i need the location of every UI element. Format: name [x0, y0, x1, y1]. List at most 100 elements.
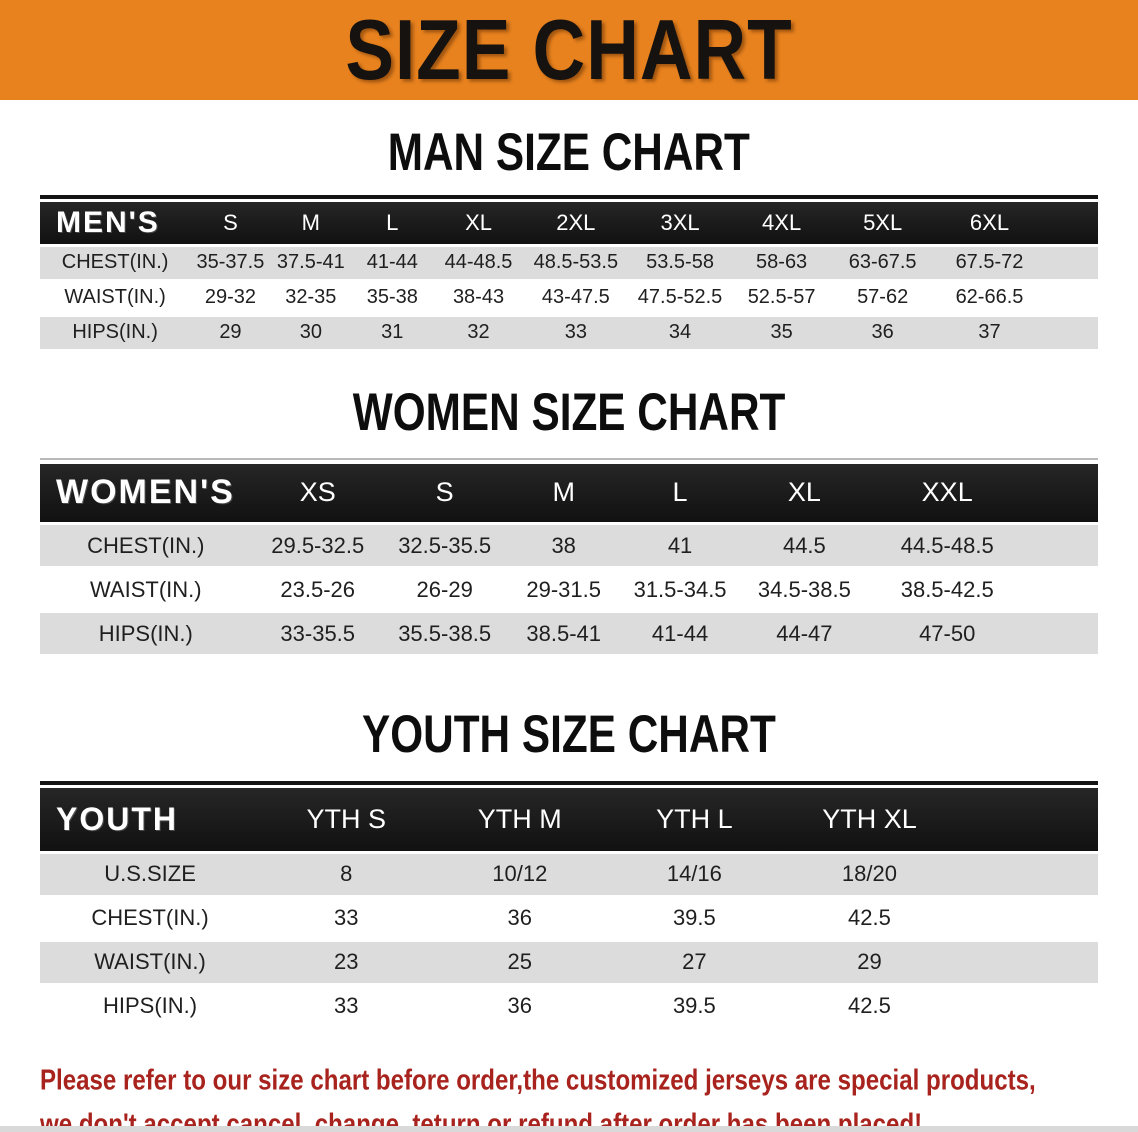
spacer-cell: [1023, 567, 1098, 613]
cell: 32-35: [270, 280, 352, 317]
youth-size-s: YTH S: [260, 788, 433, 854]
youth-size-xl: YTH XL: [781, 788, 958, 854]
disclaimer-line-1: Please refer to our size chart before or…: [40, 1062, 1036, 1096]
row-label: HIPS(IN.): [40, 315, 191, 352]
cell: 33: [260, 896, 433, 942]
cell: 29: [781, 940, 958, 986]
cell: 41: [621, 523, 739, 569]
women-corner-label: WOMEN'S: [40, 463, 252, 525]
cell: 23.5-26: [251, 567, 384, 613]
men-size-2xl: 2XL: [523, 202, 629, 247]
women-size-xl: XL: [738, 463, 871, 525]
women-size-m: M: [505, 463, 622, 525]
cell: 38.5-41: [505, 611, 622, 657]
women-size-l: L: [621, 463, 739, 525]
women-hips-row: HIPS(IN.) 33-35.5 35.5-38.5 38.5-41 41-4…: [40, 611, 1098, 657]
cell: 37: [933, 315, 1046, 352]
youth-section: YOUTH SIZE CHART YOUTH YTH S YTH M YTH L…: [0, 704, 1138, 1030]
youth-waist-row: WAIST(IN.) 23 25 27 29: [40, 940, 1098, 986]
cell: 38: [505, 523, 622, 569]
cell: 41-44: [621, 611, 739, 657]
cell: 33: [260, 984, 433, 1030]
cell: 36: [432, 896, 608, 942]
cell: 35-37.5: [190, 245, 271, 282]
women-waist-row: WAIST(IN.) 23.5-26 26-29 29-31.5 31.5-34…: [40, 567, 1098, 613]
youth-section-heading-text: YOUTH SIZE CHART: [362, 704, 776, 764]
cell: 38.5-42.5: [870, 567, 1024, 613]
cell: 44.5: [738, 523, 871, 569]
men-size-5xl: 5XL: [831, 202, 934, 247]
women-section-heading: WOMEN SIZE CHART: [0, 382, 1138, 441]
cell: 44-47: [738, 611, 871, 657]
row-label: CHEST(IN.): [40, 896, 261, 942]
men-waist-row: WAIST(IN.) 29-32 32-35 35-38 38-43 43-47…: [40, 280, 1098, 317]
cell: 42.5: [781, 984, 958, 1030]
cell: 34.5-38.5: [738, 567, 871, 613]
cell: 25: [432, 940, 608, 986]
spacer-cell: [957, 940, 1098, 986]
cell: 33-35.5: [251, 611, 384, 657]
youth-section-heading: YOUTH SIZE CHART: [0, 704, 1138, 763]
men-size-4xl: 4XL: [731, 202, 832, 247]
cell: 18/20: [781, 852, 958, 898]
spacer-cell: [1045, 202, 1098, 247]
cell: 26-29: [383, 567, 506, 613]
cell: 62-66.5: [933, 280, 1046, 317]
youth-table-topline: [40, 781, 1098, 785]
youth-corner-label: YOUTH: [40, 788, 261, 854]
cell: 30: [270, 315, 352, 352]
row-label: WAIST(IN.): [40, 940, 261, 986]
cell: 29.5-32.5: [251, 523, 384, 569]
spacer-cell: [1023, 523, 1098, 569]
men-size-table: MEN'S S M L XL 2XL 3XL 4XL 5XL 6XL: [40, 195, 1098, 352]
row-label: CHEST(IN.): [40, 245, 191, 282]
cell: 29: [190, 315, 271, 352]
women-size-table: WOMEN'S XS S M L XL XXL CHEST(IN.) 29.5-…: [40, 457, 1098, 657]
men-hips-row: HIPS(IN.) 29 30 31 32 33 34 35 36 37: [40, 315, 1098, 352]
men-size-s: S: [190, 202, 271, 247]
spacer-cell: [957, 852, 1098, 898]
women-table-topline: [40, 457, 1098, 460]
cell: 34: [628, 315, 732, 352]
spacer-cell: [1045, 245, 1098, 282]
cell: 39.5: [607, 984, 782, 1030]
cell: 8: [260, 852, 433, 898]
men-section-heading-text: MAN SIZE CHART: [387, 122, 751, 182]
men-header-row: MEN'S S M L XL 2XL 3XL 4XL 5XL 6XL: [40, 202, 1098, 247]
cell: 31.5-34.5: [621, 567, 739, 613]
men-table-topline: [40, 195, 1098, 199]
youth-ussize-row: U.S.SIZE 8 10/12 14/16 18/20: [40, 852, 1098, 898]
youth-size-table: YOUTH YTH S YTH M YTH L YTH XL U.S.SIZE …: [40, 781, 1098, 1030]
cell: 31: [351, 315, 434, 352]
cell: 36: [432, 984, 608, 1030]
cell: 42.5: [781, 896, 958, 942]
cell: 48.5-53.5: [523, 245, 629, 282]
cell: 35: [731, 315, 832, 352]
youth-chest-row: CHEST(IN.) 33 36 39.5 42.5: [40, 896, 1098, 942]
cell: 57-62: [831, 280, 934, 317]
men-size-6xl: 6XL: [933, 202, 1046, 247]
women-size-s: S: [383, 463, 506, 525]
cell: 32.5-35.5: [383, 523, 506, 569]
cell: 52.5-57: [731, 280, 832, 317]
spacer-cell: [1045, 315, 1098, 352]
spacer-cell: [1045, 280, 1098, 317]
youth-header-row: YOUTH YTH S YTH M YTH L YTH XL: [40, 788, 1098, 854]
row-label: HIPS(IN.): [40, 984, 261, 1030]
cell: 35-38: [351, 280, 434, 317]
bottom-edge-strip: [0, 1126, 1138, 1132]
women-header-row: WOMEN'S XS S M L XL XXL: [40, 463, 1098, 525]
row-label: U.S.SIZE: [40, 852, 261, 898]
men-section: MAN SIZE CHART MEN'S S M L XL 2XL: [0, 122, 1138, 352]
cell: 32: [433, 315, 524, 352]
cell: 44.5-48.5: [870, 523, 1024, 569]
disclaimer: Please refer to our size chart before or…: [40, 1058, 1138, 1132]
women-section-heading-text: WOMEN SIZE CHART: [352, 381, 786, 442]
cell: 63-67.5: [831, 245, 934, 282]
cell: 29-31.5: [505, 567, 622, 613]
men-chest-row: CHEST(IN.) 35-37.5 37.5-41 41-44 44-48.5…: [40, 245, 1098, 282]
cell: 47.5-52.5: [628, 280, 732, 317]
women-chest-row: CHEST(IN.) 29.5-32.5 32.5-35.5 38 41 44.…: [40, 523, 1098, 569]
cell: 39.5: [607, 896, 782, 942]
